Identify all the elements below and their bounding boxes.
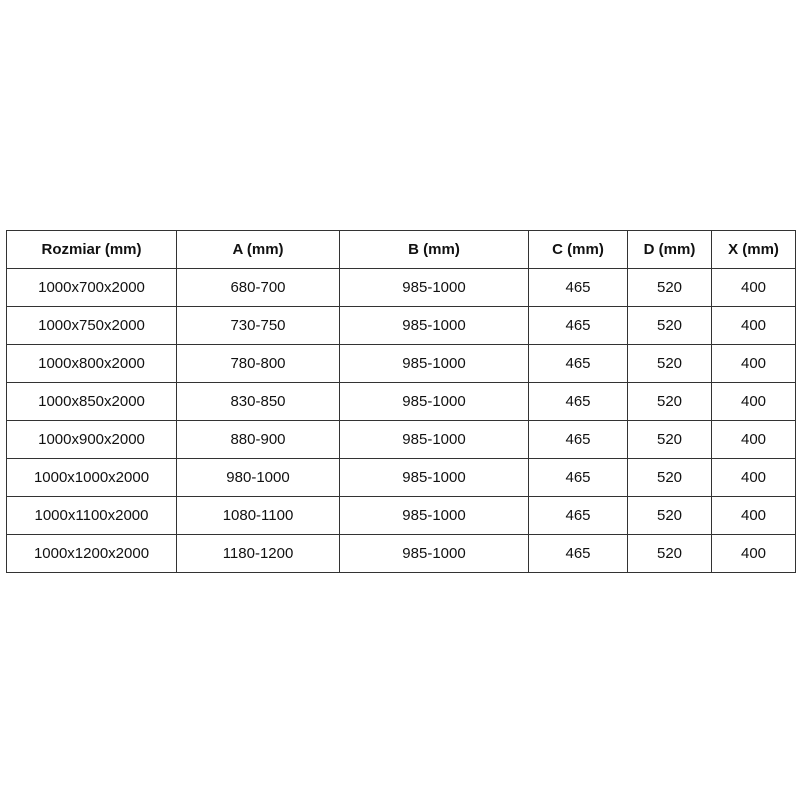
cell-x: 400 xyxy=(711,496,796,535)
cell-c: 465 xyxy=(528,306,628,345)
cell-size: 1000x750x2000 xyxy=(6,306,177,345)
cell-a: 830-850 xyxy=(176,382,340,421)
cell-c: 465 xyxy=(528,458,628,497)
cell-size: 1000x800x2000 xyxy=(6,344,177,383)
column-header-c: C (mm) xyxy=(528,230,628,269)
cell-size: 1000x1000x2000 xyxy=(6,458,177,497)
cell-d: 520 xyxy=(627,344,712,383)
column-header-d: D (mm) xyxy=(627,230,712,269)
cell-d: 520 xyxy=(627,534,712,573)
cell-c: 465 xyxy=(528,420,628,459)
cell-d: 520 xyxy=(627,496,712,535)
cell-b: 985-1000 xyxy=(339,382,529,421)
cell-size: 1000x1100x2000 xyxy=(6,496,177,535)
cell-b: 985-1000 xyxy=(339,268,529,307)
table-row: 1000x750x2000 730-750 985-1000 465 520 400 xyxy=(6,306,796,345)
cell-size: 1000x900x2000 xyxy=(6,420,177,459)
header-row: Rozmiar (mm) A (mm) B (mm) C (mm) D (mm) X (m… xyxy=(6,230,796,269)
cell-b: 985-1000 xyxy=(339,344,529,383)
column-header-b: B (mm) xyxy=(339,230,529,269)
cell-b: 985-1000 xyxy=(339,420,529,459)
cell-c: 465 xyxy=(528,534,628,573)
table-row: 1000x700x2000 680-700 985-1000 465 520 400 xyxy=(6,268,796,307)
cell-b: 985-1000 xyxy=(339,458,529,497)
cell-x: 400 xyxy=(711,420,796,459)
table-row: 1000x800x2000 780-800 985-1000 465 520 400 xyxy=(6,344,796,383)
cell-size: 1000x850x2000 xyxy=(6,382,177,421)
cell-x: 400 xyxy=(711,382,796,421)
cell-x: 400 xyxy=(711,306,796,345)
cell-a: 880-900 xyxy=(176,420,340,459)
column-header-size: Rozmiar (mm) xyxy=(6,230,177,269)
cell-d: 520 xyxy=(627,268,712,307)
cell-c: 465 xyxy=(528,344,628,383)
cell-d: 520 xyxy=(627,306,712,345)
cell-b: 985-1000 xyxy=(339,306,529,345)
column-header-a: A (mm) xyxy=(176,230,340,269)
cell-a: 680-700 xyxy=(176,268,340,307)
cell-a: 730-750 xyxy=(176,306,340,345)
cell-c: 465 xyxy=(528,382,628,421)
cell-d: 520 xyxy=(627,420,712,459)
cell-d: 520 xyxy=(627,382,712,421)
cell-size: 1000x700x2000 xyxy=(6,268,177,307)
table-row: 1000x900x2000 880-900 985-1000 465 520 400 xyxy=(6,420,796,459)
table-row: 1000x1200x2000 1180-1200 985-1000 465 520 400 xyxy=(6,534,796,573)
cell-b: 985-1000 xyxy=(339,534,529,573)
cell-a: 780-800 xyxy=(176,344,340,383)
column-header-x: X (mm) xyxy=(711,230,796,269)
cell-a: 1080-1100 xyxy=(176,496,340,535)
cell-b: 985-1000 xyxy=(339,496,529,535)
cell-c: 465 xyxy=(528,268,628,307)
cell-x: 400 xyxy=(711,458,796,497)
table-row: 1000x850x2000 830-850 985-1000 465 520 400 xyxy=(6,382,796,421)
cell-size: 1000x1200x2000 xyxy=(6,534,177,573)
cell-x: 400 xyxy=(711,344,796,383)
cell-x: 400 xyxy=(711,268,796,307)
cell-c: 465 xyxy=(528,496,628,535)
cell-d: 520 xyxy=(627,458,712,497)
dimensions-table: Rozmiar (mm) A (mm) B (mm) C (mm) D (mm) X (m… xyxy=(6,230,796,573)
table-row: 1000x1100x2000 1080-1100 985-1000 465 520 400 xyxy=(6,496,796,535)
cell-a: 980-1000 xyxy=(176,458,340,497)
table-row: 1000x1000x2000 980-1000 985-1000 465 520 400 xyxy=(6,458,796,497)
cell-a: 1180-1200 xyxy=(176,534,340,573)
cell-x: 400 xyxy=(711,534,796,573)
